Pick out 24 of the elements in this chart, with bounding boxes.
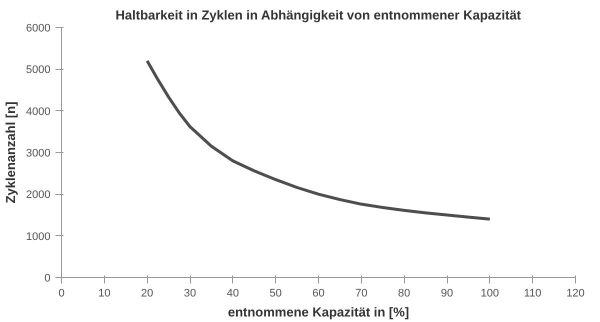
y-tick-label: 5000 bbox=[26, 64, 51, 76]
chart-title: Haltbarkeit in Zyklen in Abhängigkeit von entnommener Kapazität bbox=[116, 8, 522, 22]
x-tick-label: 80 bbox=[398, 288, 410, 300]
x-tick-label: 20 bbox=[141, 288, 154, 300]
x-tick-label: 30 bbox=[184, 288, 196, 300]
x-tick-label: 50 bbox=[270, 288, 282, 300]
y-tick-label: 0 bbox=[44, 272, 51, 284]
y-tick-label: 3000 bbox=[26, 148, 51, 160]
y-tick-label: 4000 bbox=[26, 106, 51, 118]
line-series bbox=[146, 59, 492, 221]
y-axis-title: Zyklenanzahl [n] bbox=[3, 102, 18, 204]
x-tick-label: 90 bbox=[440, 288, 454, 300]
x-tick-label: 100 bbox=[480, 288, 500, 300]
y-tick-label: 1000 bbox=[26, 230, 51, 243]
x-tick-label: 10 bbox=[98, 288, 110, 300]
x-tick-label: 70 bbox=[355, 288, 368, 300]
x-axis-title: entnommene Kapazität in [%] bbox=[228, 304, 410, 320]
y-tick-label: 6000 bbox=[26, 22, 51, 34]
x-tick-label: 60 bbox=[312, 288, 325, 300]
x-tick-label: 0 bbox=[58, 288, 65, 300]
y-tick-label: 2000 bbox=[26, 189, 51, 202]
x-tick-label: 40 bbox=[226, 288, 239, 300]
x-tick-label: 110 bbox=[524, 288, 542, 300]
x-tick-label: 120 bbox=[566, 288, 585, 300]
